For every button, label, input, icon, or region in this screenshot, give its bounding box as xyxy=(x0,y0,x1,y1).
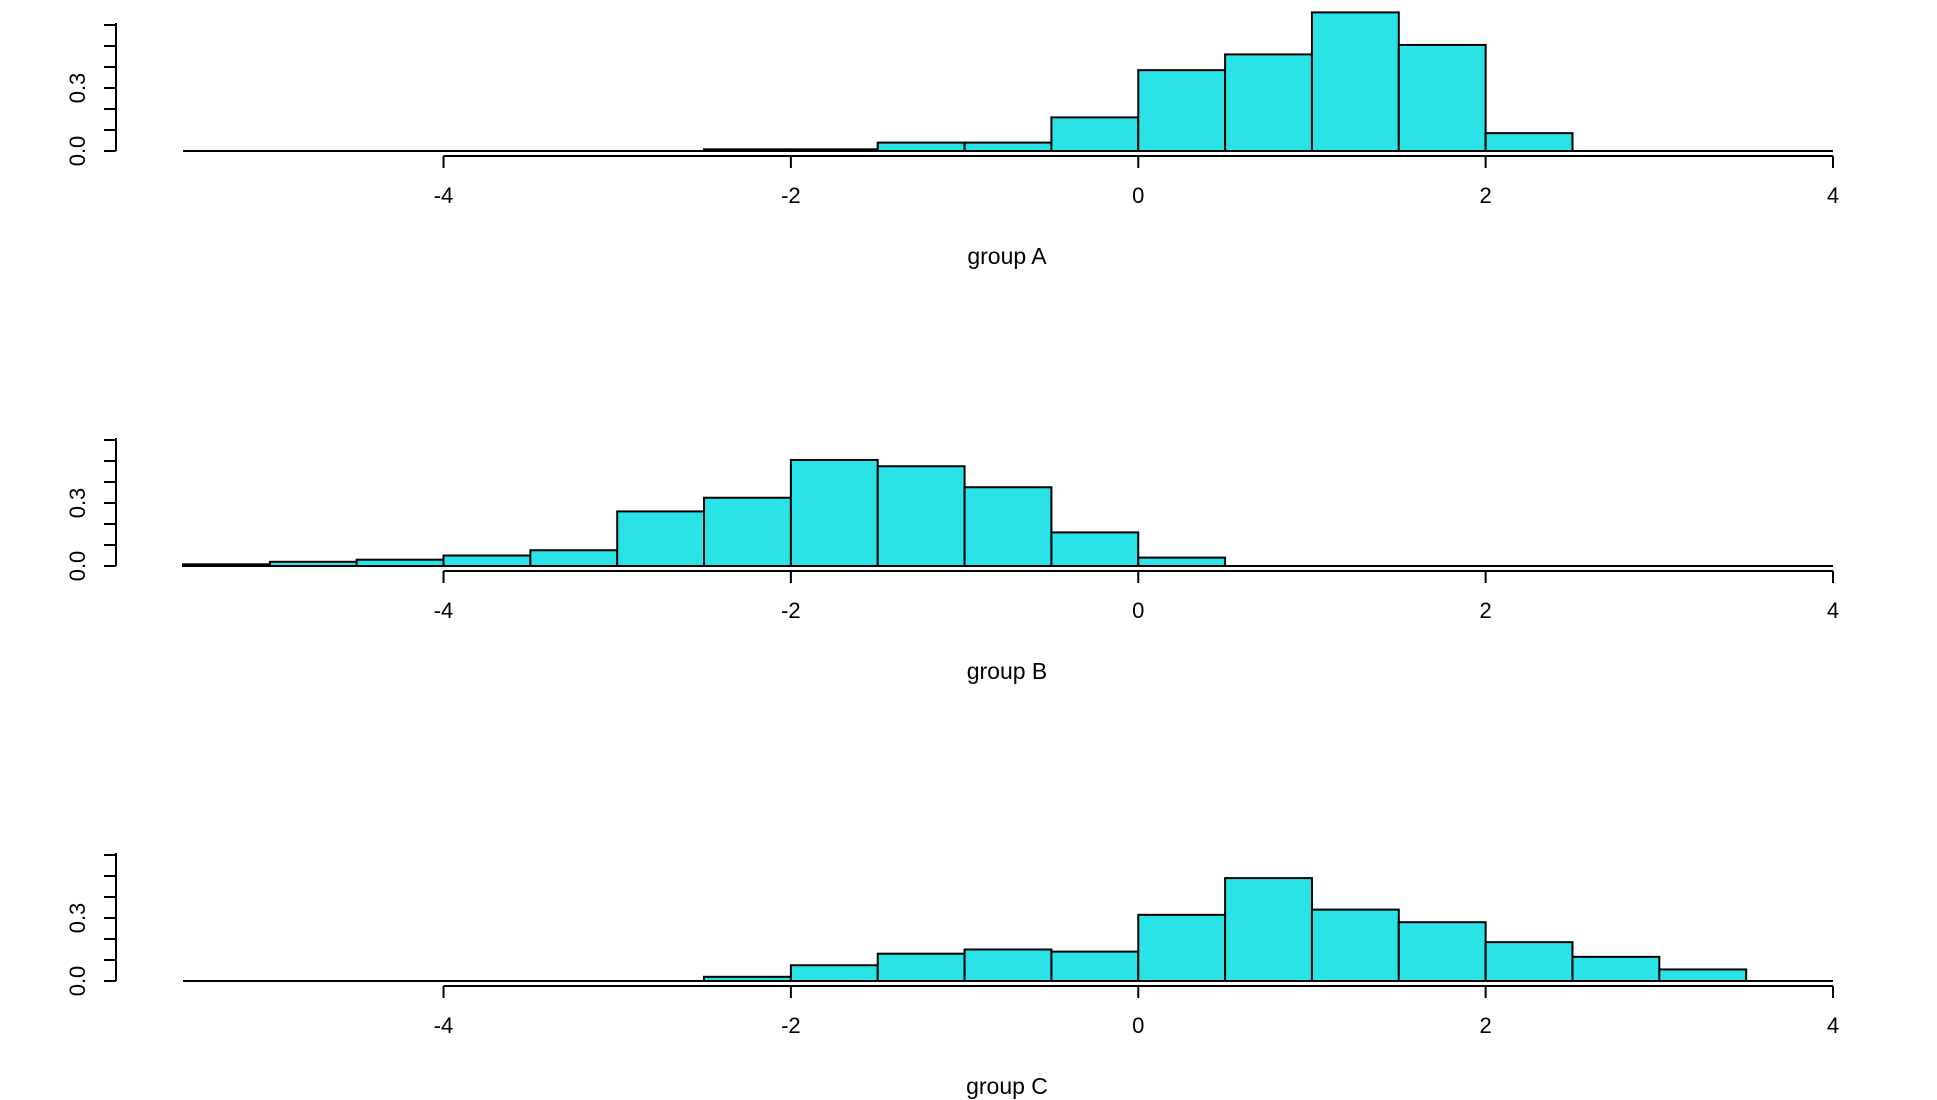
x-tick-label: -4 xyxy=(434,1013,454,1038)
histogram-bar xyxy=(1310,908,1400,982)
histogram-bar xyxy=(1050,116,1140,152)
x-tick-label: 4 xyxy=(1827,598,1839,623)
x-tick-label: -4 xyxy=(434,183,454,208)
histogram-panel-group-c: -4 -2 0 2 4 group C 0.0 0.3 xyxy=(65,853,1839,1099)
x-tick-label: 2 xyxy=(1480,598,1492,623)
x-tick-label: -2 xyxy=(781,183,801,208)
histogram-bar xyxy=(1484,941,1574,983)
histogram-bar xyxy=(1137,556,1227,567)
histogram-bar xyxy=(963,486,1053,567)
y-tick-label: 0.0 xyxy=(65,551,90,582)
histogram-bar xyxy=(876,952,966,983)
histogram-bar xyxy=(1050,950,1140,982)
histogram-bar xyxy=(1484,132,1574,152)
histogram-bar xyxy=(703,148,792,153)
y-tick-label: 0.3 xyxy=(65,903,90,934)
x-axis-title-group-a: group A xyxy=(967,243,1047,269)
histogram-bar xyxy=(1658,968,1748,983)
histogram-bar xyxy=(268,560,358,567)
histogram-bar xyxy=(876,141,966,153)
histogram-bar xyxy=(703,975,792,982)
x-tick-label: 4 xyxy=(1827,183,1839,208)
y-tick-label: 0.3 xyxy=(65,488,90,519)
histogram-bar xyxy=(1050,531,1140,568)
histogram-bar xyxy=(789,964,879,982)
histogram-bar xyxy=(1397,43,1487,153)
histogram-bar xyxy=(789,148,879,153)
x-axis-title-group-c: group C xyxy=(966,1073,1048,1099)
histogram-bar xyxy=(529,549,619,567)
y-tick-label: 0.0 xyxy=(65,966,90,997)
x-tick-label: -2 xyxy=(781,1013,801,1038)
histogram-bar xyxy=(182,563,271,568)
x-tick-label: 0 xyxy=(1132,598,1144,623)
x-axis-title-group-b: group B xyxy=(967,658,1048,684)
histogram-bar xyxy=(1137,69,1227,152)
histogram-bar xyxy=(1571,955,1661,982)
histogram-bar xyxy=(876,465,966,567)
x-tick-label: 2 xyxy=(1480,1013,1492,1038)
x-tick-label: -4 xyxy=(434,598,454,623)
histogram-panel-group-b: -4 -2 0 2 4 group B 0.0 0.3 xyxy=(65,438,1839,684)
histogram-bar xyxy=(1137,913,1227,982)
histogram-bar xyxy=(1310,11,1400,153)
histogram-bar xyxy=(442,554,532,567)
x-tick-label: 4 xyxy=(1827,1013,1839,1038)
histogram-bar xyxy=(355,558,445,568)
histogram-bar xyxy=(1224,53,1313,152)
histogram-bar xyxy=(616,510,706,567)
x-tick-label: 0 xyxy=(1132,183,1144,208)
histogram-bar xyxy=(1397,921,1487,983)
y-tick-label: 0.0 xyxy=(65,136,90,167)
histogram-bar xyxy=(963,948,1053,982)
histogram-bar xyxy=(963,141,1053,153)
histogram-bar xyxy=(703,496,792,567)
x-tick-label: -2 xyxy=(781,598,801,623)
x-tick-label: 2 xyxy=(1480,183,1492,208)
histogram-bar xyxy=(1224,877,1313,982)
x-tick-label: 0 xyxy=(1132,1013,1144,1038)
y-tick-label: 0.3 xyxy=(65,73,90,104)
histogram-bar xyxy=(789,458,879,568)
histogram-panel-group-a: -4 -2 0 2 4 group A 0.0 0.3 xyxy=(65,11,1839,269)
